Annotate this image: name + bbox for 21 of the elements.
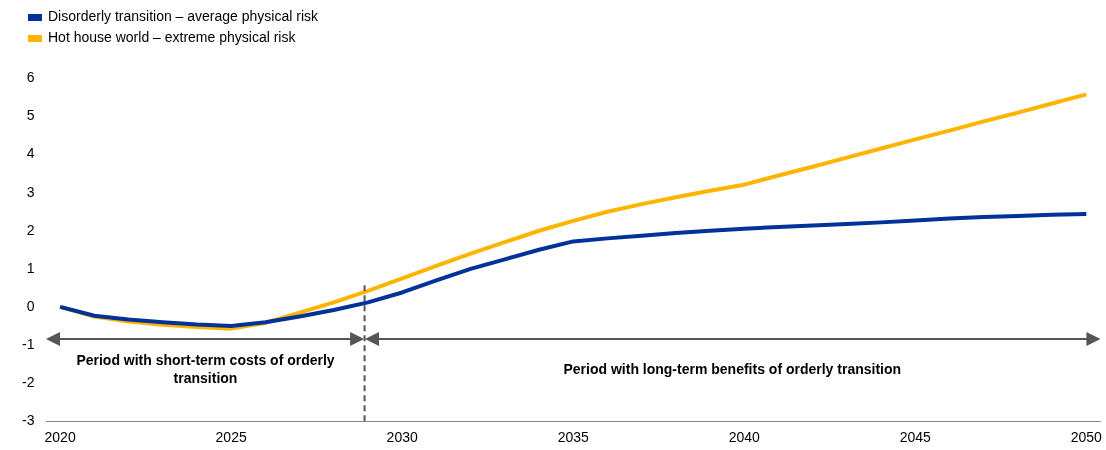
y-tick-label: -3 bbox=[22, 412, 35, 429]
x-tick-label: 2020 bbox=[44, 429, 76, 446]
x-tick-label: 2045 bbox=[899, 429, 932, 446]
x-tick-label: 2050 bbox=[1070, 429, 1103, 446]
y-tick-label: 2 bbox=[26, 221, 35, 238]
annotation: Period with short-term costs of orderly transition bbox=[76, 351, 335, 386]
x-tick-label: 2025 bbox=[215, 429, 247, 446]
y-tick-label: 0 bbox=[26, 297, 35, 314]
y-tick-label: 3 bbox=[26, 183, 35, 200]
x-tick-label: 2030 bbox=[386, 429, 418, 446]
y-tick-label: -1 bbox=[22, 335, 35, 352]
y-tick-label: -2 bbox=[22, 373, 35, 390]
x-tick-label: 2040 bbox=[728, 429, 761, 446]
y-tick-label: 1 bbox=[26, 259, 35, 276]
annotation: Period with long-term benefits of orderly transition bbox=[563, 360, 902, 377]
y-tick-label: 6 bbox=[26, 69, 35, 86]
legend-label: Hot house world – extreme physical risk bbox=[47, 28, 297, 47]
legend-label: Disorderly transition – average physical risk bbox=[47, 7, 318, 26]
x-tick-label: 2035 bbox=[557, 429, 589, 446]
y-tick-label: 4 bbox=[26, 145, 35, 162]
y-tick-label: 5 bbox=[26, 107, 35, 124]
